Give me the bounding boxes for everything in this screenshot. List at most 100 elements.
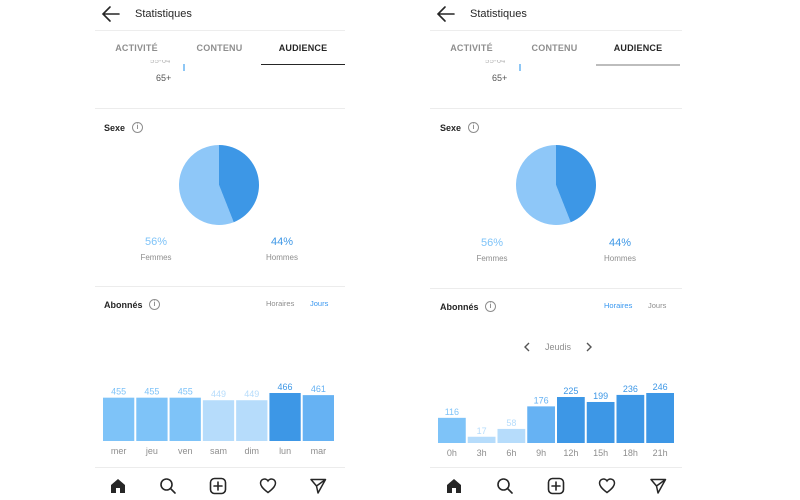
value-label-dim: 449 <box>244 389 259 399</box>
men-label: Hommes <box>603 254 636 263</box>
bar-sam <box>202 400 235 441</box>
value-label-9h: 176 <box>534 395 549 405</box>
pie-slice-women <box>516 145 571 225</box>
tab-audience[interactable]: AUDIENCE <box>261 31 345 65</box>
tab-audience[interactable]: AUDIENCE <box>596 31 680 66</box>
header: Statistiques <box>95 0 345 30</box>
bar-21h <box>646 393 674 443</box>
value-label-21h: 246 <box>653 382 668 392</box>
pie-slice-women <box>179 145 234 225</box>
value-label-18h: 236 <box>623 384 638 394</box>
bar-0h <box>438 417 466 443</box>
heart-icon[interactable] <box>259 477 277 495</box>
tab-activity[interactable]: ACTIVITÉ <box>450 43 493 53</box>
toggle-hours[interactable]: Horaires <box>604 301 633 310</box>
category-label-18h: 18h <box>623 448 638 458</box>
bar-jeu <box>136 397 168 441</box>
gender-section-label: Sexe <box>440 123 462 133</box>
bar-lun <box>269 393 301 441</box>
bar-9h <box>527 406 555 443</box>
men-percentage: 44% <box>608 237 632 249</box>
search-icon[interactable] <box>159 477 177 495</box>
toggle-days[interactable]: Jours <box>648 301 667 310</box>
day-selector: Jeudis <box>518 341 598 355</box>
category-label-3h: 3h <box>477 448 487 458</box>
home-icon[interactable] <box>109 477 127 495</box>
tab-activity[interactable]: ACTIVITÉ <box>115 43 158 53</box>
bar-ven <box>169 397 201 441</box>
value-label-15h: 199 <box>593 391 608 401</box>
toggle-hours[interactable]: Horaires <box>266 299 295 308</box>
gender-section-label: Sexe <box>104 123 126 133</box>
header: Statistiques <box>430 0 682 30</box>
tab-content[interactable]: CONTENU <box>531 43 578 53</box>
phone-screen-left: Statistiques ACTIVITÉ CONTENU AUDIENCE 5… <box>95 0 345 500</box>
divider <box>430 288 682 289</box>
category-label-mar: mar <box>311 446 327 456</box>
women-percentage: 56% <box>144 236 168 248</box>
tab-content[interactable]: CONTENU <box>196 43 243 53</box>
followers-section-label: Abonnés <box>440 302 479 312</box>
toggle-days[interactable]: Jours <box>310 299 329 308</box>
value-label-12h: 225 <box>563 386 578 396</box>
chevron-right-icon[interactable] <box>584 341 594 353</box>
heart-icon[interactable] <box>598 477 616 495</box>
gender-pie-chart <box>179 145 259 225</box>
home-icon[interactable] <box>445 477 463 495</box>
info-icon[interactable]: i <box>468 122 479 133</box>
info-icon[interactable]: i <box>132 122 143 133</box>
pie-slice-men <box>219 145 259 223</box>
value-label-6h: 58 <box>506 418 516 428</box>
category-label-lun: lun <box>279 446 291 456</box>
value-label-mer: 455 <box>111 387 126 397</box>
value-label-0h: 116 <box>445 407 459 417</box>
bottom-nav <box>95 467 345 500</box>
back-arrow-icon[interactable] <box>101 5 121 23</box>
info-icon[interactable]: i <box>149 299 160 310</box>
value-label-ven: 455 <box>178 387 193 397</box>
category-label-15h: 15h <box>593 448 608 458</box>
category-label-sam: sam <box>210 446 227 456</box>
bar-6h <box>497 428 526 443</box>
bar-15h <box>586 401 615 443</box>
category-label-jeu: jeu <box>145 446 158 456</box>
category-label-0h: 0h <box>447 448 457 458</box>
bottom-nav <box>430 467 682 500</box>
info-icon[interactable]: i <box>485 301 496 312</box>
category-label-mer: mer <box>111 446 127 456</box>
women-label: Femmes <box>476 254 508 263</box>
tab-bar: ACTIVITÉ CONTENU AUDIENCE <box>95 30 345 65</box>
send-icon[interactable] <box>649 477 667 495</box>
category-label-12h: 12h <box>563 448 578 458</box>
category-label-9h: 9h <box>536 448 546 458</box>
age-label-55-64: 55-64 <box>485 60 506 65</box>
age-label-55-64: 55-64 <box>150 60 171 65</box>
value-label-lun: 466 <box>278 382 293 392</box>
category-label-ven: ven <box>178 446 193 456</box>
followers-by-day-chart: 455 mer 455 jeu 455 ven 449 sam 449 dim 466 lun 461 m… <box>103 382 334 456</box>
send-icon[interactable] <box>309 477 327 495</box>
divider <box>430 108 682 109</box>
value-label-3h: 17 <box>477 426 487 436</box>
add-icon[interactable] <box>547 477 565 495</box>
age-bar-tick <box>519 64 521 71</box>
category-label-6h: 6h <box>506 448 516 458</box>
add-icon[interactable] <box>209 477 227 495</box>
age-label-65-plus: 65+ <box>492 73 508 83</box>
bar-mar <box>302 395 334 441</box>
value-label-mar: 461 <box>311 384 326 394</box>
bar-dim <box>236 400 268 441</box>
women-percentage: 56% <box>480 237 504 249</box>
page-title: Statistiques <box>470 8 527 20</box>
search-icon[interactable] <box>496 477 514 495</box>
followers-by-hour-chart: 116 0h 17 3h 58 6h 176 9h 225 12h 199 15h 236 18h 246 2… <box>438 382 674 458</box>
category-label-21h: 21h <box>653 448 668 458</box>
chevron-left-icon[interactable] <box>522 341 532 353</box>
bar-18h <box>616 394 645 443</box>
followers-section-label: Abonnés <box>104 300 143 310</box>
value-label-sam: 449 <box>211 389 226 399</box>
page-title: Statistiques <box>135 8 192 20</box>
women-label: Femmes <box>140 253 172 262</box>
value-label-jeu: 455 <box>144 387 159 397</box>
back-arrow-icon[interactable] <box>436 5 456 23</box>
